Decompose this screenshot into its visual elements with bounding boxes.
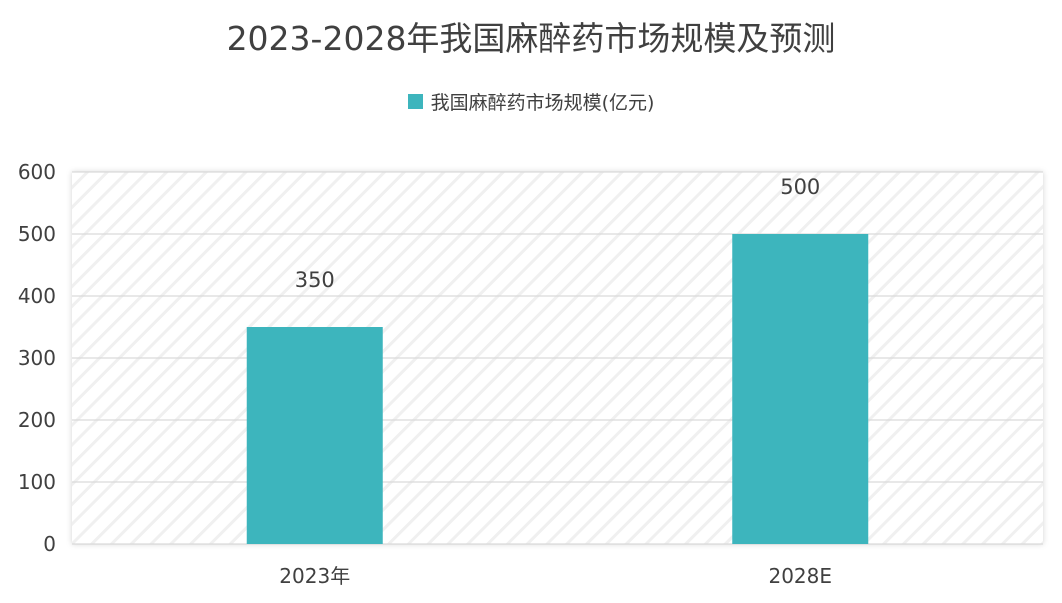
x-tick-label: 2023年 [279,564,350,588]
y-tick-label: 600 [18,160,56,184]
y-tick-label: 100 [18,470,56,494]
legend-label: 我国麻醉药市场规模(亿元) [430,92,655,114]
bar [732,234,869,544]
legend: 我国麻醉药市场规模(亿元) [0,88,1062,115]
chart-title: 2023-2028年我国麻醉药市场规模及预测 [226,19,836,58]
y-tick-label: 0 [43,532,56,556]
y-tick-label: 200 [18,408,56,432]
data-label: 500 [780,175,820,199]
y-tick-label: 300 [18,346,56,370]
x-tick-label: 2028E [768,564,832,588]
legend-swatch [407,94,423,109]
data-label: 350 [295,268,335,292]
bar [246,327,383,544]
y-tick-label: 400 [18,284,56,308]
y-tick-label: 500 [18,222,56,246]
